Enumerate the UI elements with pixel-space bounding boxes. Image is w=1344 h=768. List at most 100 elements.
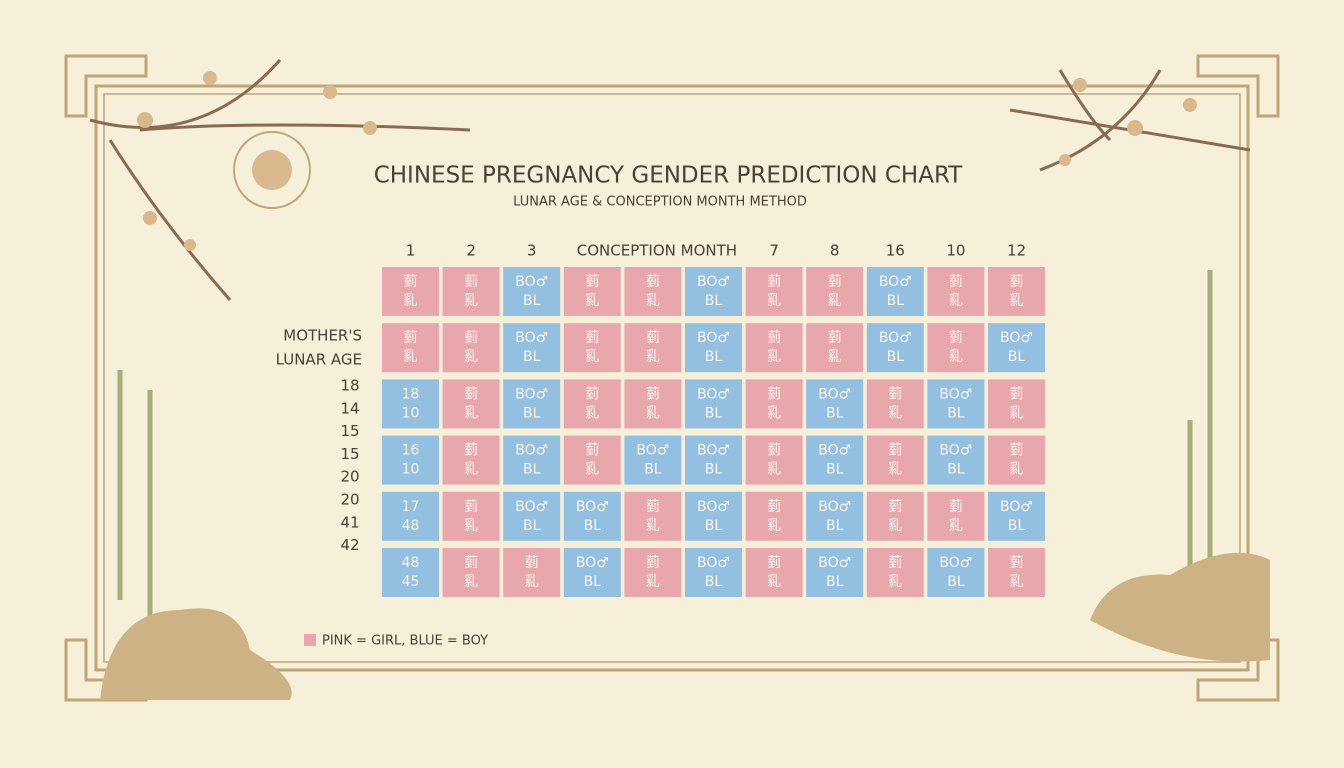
cell-text: 乿 <box>464 518 478 534</box>
cell-text: BO♂ <box>939 555 972 571</box>
cell <box>745 323 803 373</box>
cell <box>866 435 924 485</box>
cell-text: 菿 <box>767 330 781 346</box>
cell <box>624 323 682 373</box>
cell <box>927 323 985 373</box>
cell-text: BL <box>705 293 723 309</box>
cell-text: BL <box>1008 518 1026 534</box>
cell-text: 菿 <box>888 386 902 402</box>
cell <box>442 548 500 597</box>
cell-text: 45 <box>402 574 420 590</box>
column-header: 8 <box>830 242 840 260</box>
cell-text: 菿 <box>646 386 660 402</box>
cell-text: 菿 <box>585 443 599 459</box>
cell <box>988 379 1045 429</box>
cell-text: BL <box>887 349 905 365</box>
cell <box>685 267 742 316</box>
cell-text: BL <box>523 405 541 421</box>
cell-text: 乿 <box>888 518 902 534</box>
cell-text: 菿 <box>464 330 478 346</box>
column-header: 1 <box>406 242 416 260</box>
cell-text: BL <box>947 462 965 478</box>
cell-text: BL <box>705 518 723 534</box>
cell-text: 菿 <box>1010 443 1024 459</box>
cell-text: 菿 <box>949 330 963 346</box>
cell-text: 48 <box>402 555 420 571</box>
cell <box>685 323 742 373</box>
cell <box>927 548 985 597</box>
cell <box>442 491 500 541</box>
cell-text: 乿 <box>1010 293 1024 309</box>
legend-swatch <box>304 634 316 646</box>
cell <box>503 491 561 541</box>
cell-text: 16 <box>402 443 420 459</box>
age-label: 15 <box>340 445 359 463</box>
cell-text: 乿 <box>1010 574 1024 590</box>
cell-text: 菿 <box>464 499 478 515</box>
cell-text: BO♂ <box>697 499 730 515</box>
cell-text: 乿 <box>646 293 660 309</box>
cell <box>503 548 561 597</box>
cell-text: BO♂ <box>515 330 548 346</box>
cell <box>988 267 1045 316</box>
cell-text: 乿 <box>464 462 478 478</box>
cell <box>745 379 803 429</box>
cell-text: 乿 <box>949 349 963 365</box>
cell <box>806 267 864 316</box>
cell <box>382 267 439 316</box>
cell-text: 乿 <box>585 293 599 309</box>
cell-text: BL <box>584 518 602 534</box>
cell-text: 乿 <box>404 349 418 365</box>
cell-text: 乿 <box>464 349 478 365</box>
cell-text: 菿 <box>828 330 842 346</box>
cell-text: BL <box>887 293 905 309</box>
cell-text: BL <box>826 518 844 534</box>
cell <box>563 548 621 597</box>
age-label: 41 <box>340 513 359 531</box>
cell <box>866 323 924 373</box>
cell-text: 菿 <box>464 386 478 402</box>
cell-text: 菿 <box>767 443 781 459</box>
cell <box>685 548 742 597</box>
cell <box>927 379 985 429</box>
cell <box>382 548 439 597</box>
cell <box>866 267 924 316</box>
cell <box>745 491 803 541</box>
cell-text: 乿 <box>767 405 781 421</box>
cell-text: BO♂ <box>879 274 912 290</box>
cell-text: 乿 <box>585 405 599 421</box>
cell-text: 乿 <box>646 574 660 590</box>
cell-text: 菿 <box>767 555 781 571</box>
row-label: LUNAR AGE <box>276 351 362 369</box>
cell <box>806 323 864 373</box>
cell-text: 菿 <box>767 274 781 290</box>
cell-text: 菿 <box>585 330 599 346</box>
cell-text: 10 <box>402 462 420 478</box>
cell <box>442 435 500 485</box>
cell-text: BO♂ <box>697 274 730 290</box>
cell-text: 乿 <box>646 405 660 421</box>
cell <box>624 491 682 541</box>
cell-text: BL <box>947 405 965 421</box>
cell <box>624 267 682 316</box>
cell-text: 菿 <box>404 274 418 290</box>
branch <box>89 59 1251 301</box>
cell-text: BO♂ <box>576 555 609 571</box>
cell-text: BL <box>826 574 844 590</box>
cell-text: 乿 <box>404 293 418 309</box>
cell <box>927 267 985 316</box>
cell-text: 乿 <box>767 518 781 534</box>
cell <box>806 435 864 485</box>
cell-text: 48 <box>402 518 420 534</box>
cell-text: BL <box>705 574 723 590</box>
age-label: 15 <box>340 422 359 440</box>
cell <box>927 435 985 485</box>
cell-text: 10 <box>402 405 420 421</box>
cell-text: BO♂ <box>636 443 669 459</box>
age-label: 20 <box>340 491 359 509</box>
cell-text: 乿 <box>767 462 781 478</box>
cell-text: BL <box>523 518 541 534</box>
cell <box>442 267 500 316</box>
cell-text: 菿 <box>464 555 478 571</box>
cell <box>988 435 1045 485</box>
